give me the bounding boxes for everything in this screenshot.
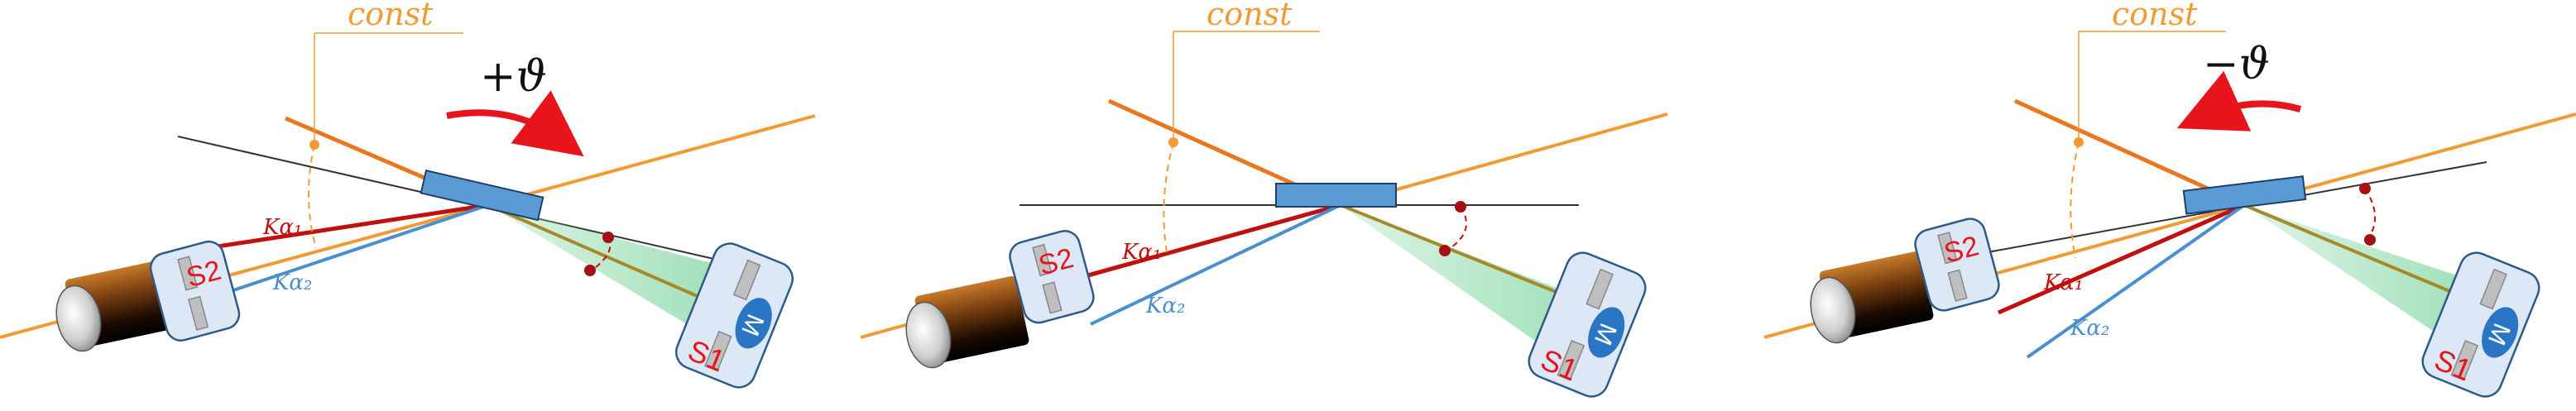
ka1-label: Kα₁ bbox=[2043, 270, 2083, 295]
angle-dot-bottom bbox=[1439, 245, 1451, 256]
angle-arc-const bbox=[308, 144, 317, 249]
crystal bbox=[2182, 175, 2307, 215]
ka2-beam bbox=[2026, 203, 2246, 359]
rotation-arrow bbox=[446, 90, 584, 157]
ka2-label: Kα₂ bbox=[2070, 316, 2109, 341]
angle-dot-top bbox=[602, 232, 614, 243]
crystal bbox=[420, 169, 544, 222]
angle-dot-const bbox=[1168, 137, 1178, 147]
ka1-label: Kα₁ bbox=[262, 215, 302, 240]
ka1-beam bbox=[1997, 203, 2246, 315]
angle-dot-top bbox=[2359, 183, 2371, 194]
panel-middle: const Kα₁ Kα₂ S2 M S1 bbox=[860, 0, 1668, 398]
panel-left: const +ϑ Kα₁ Kα₂ S2 bbox=[0, 0, 816, 389]
xray-tube bbox=[1810, 251, 1934, 344]
angle-dot-const bbox=[2074, 137, 2084, 147]
ka2-label: Kα₂ bbox=[1145, 294, 1185, 318]
angle-dot-top bbox=[1455, 201, 1466, 213]
angle-arc-detector bbox=[1446, 206, 1467, 251]
s2-holder: S2 bbox=[1914, 217, 2000, 312]
panel-right: const −ϑ Kα₁ Kα₂ S2 M S1 bbox=[1763, 0, 2576, 398]
angle-dot-const bbox=[309, 140, 319, 150]
crystal bbox=[1275, 183, 1397, 208]
xray-tube bbox=[905, 275, 1029, 369]
detector-beam bbox=[487, 203, 721, 308]
green-cone bbox=[488, 205, 724, 329]
s1-holder: M S1 bbox=[1528, 251, 1647, 398]
angle-dot-bottom bbox=[584, 265, 596, 276]
const-label: const bbox=[1206, 0, 1293, 32]
s2-holder: S2 bbox=[149, 240, 241, 342]
angle-dot-bottom bbox=[2364, 234, 2376, 246]
ka1-beam bbox=[1067, 203, 1341, 284]
s1-holder: M S1 bbox=[2421, 251, 2540, 398]
diffracted-beam bbox=[487, 114, 816, 207]
ka2-beam bbox=[1090, 203, 1341, 326]
const-label: const bbox=[348, 0, 434, 32]
rotation-label: −ϑ bbox=[2203, 40, 2270, 89]
green-cone bbox=[1341, 205, 1582, 364]
angle-arc-detector bbox=[2364, 188, 2377, 239]
const-label: const bbox=[2112, 0, 2198, 32]
green-cone bbox=[2244, 205, 2474, 356]
angle-arc-const bbox=[1163, 141, 1174, 253]
rotation-label: +ϑ bbox=[480, 52, 547, 102]
ka1-beam bbox=[206, 203, 489, 251]
ka1-label: Kα₁ bbox=[1121, 240, 1161, 265]
xray-tube bbox=[55, 259, 180, 352]
angle-arc-const bbox=[2070, 141, 2080, 259]
rotation-arrow bbox=[2176, 70, 2302, 131]
ka2-beam bbox=[223, 203, 489, 295]
reference-line bbox=[1927, 161, 2487, 264]
s2-holder: S2 bbox=[1009, 230, 1095, 324]
ka2-label: Kα₂ bbox=[272, 270, 312, 295]
